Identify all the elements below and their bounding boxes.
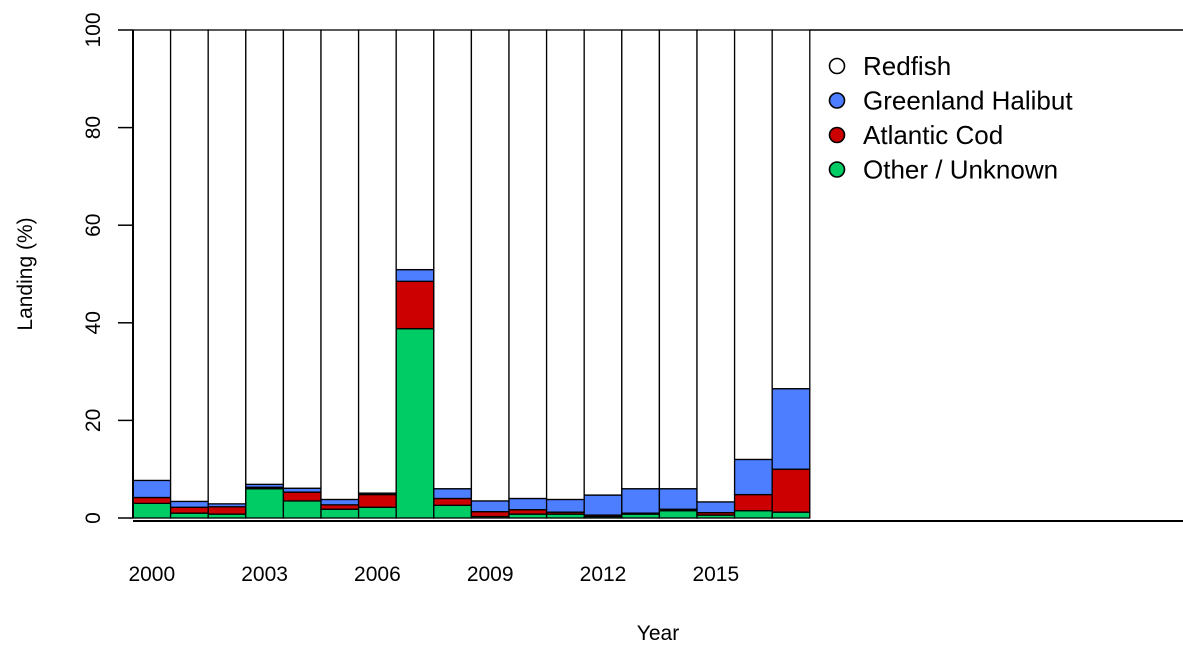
bar-segment-2016-redfish (733, 29, 773, 461)
y-tick-label: 100 (82, 12, 105, 47)
x-tick-label: 2003 (241, 563, 288, 586)
bar-segment-2005-greenland-halibut (320, 498, 360, 506)
bar-segment-2001-redfish (169, 29, 209, 503)
y-tick-label: 60 (82, 214, 105, 237)
bar-segment-2011-greenland-halibut (545, 498, 585, 513)
bar-segment-2016-other-unknown (733, 510, 773, 519)
y-tick-label: 20 (82, 409, 105, 432)
bar-segment-2001-other-unknown (169, 512, 209, 519)
bar-segment-2004-redfish (282, 29, 322, 489)
bar-segment-2010-greenland-halibut (508, 497, 548, 511)
legend-label: Atlantic Cod (863, 120, 1003, 150)
legend-label: Greenland Halibut (863, 86, 1073, 116)
bar-segment-2014-greenland-halibut (658, 488, 698, 510)
bar-segment-2006-atlantic-cod (357, 493, 397, 508)
bar-segment-2010-atlantic-cod (508, 509, 548, 515)
bar-segment-2008-other-unknown (433, 504, 473, 519)
bar-segment-2008-greenland-halibut (433, 488, 473, 500)
legend-swatch-other-unknown (828, 161, 846, 178)
bar-segment-2002-redfish (207, 29, 247, 505)
bar-segment-2014-redfish (658, 29, 698, 490)
y-tick-label: 0 (82, 512, 105, 524)
bar-segment-2015-redfish (696, 29, 736, 503)
bar-segment-2017-redfish (771, 29, 811, 390)
x-tick-label: 2012 (580, 563, 627, 586)
legend-label: Other / Unknown (863, 155, 1058, 185)
bar-segment-2000-atlantic-cod (132, 496, 172, 505)
bar-segment-2009-atlantic-cod (470, 511, 510, 518)
bar-segment-2014-other-unknown (658, 510, 698, 519)
bar-segment-2003-redfish (245, 29, 285, 485)
bar-segment-2004-other-unknown (282, 500, 322, 519)
bar-segment-2013-greenland-halibut (621, 488, 661, 514)
legend-swatch-atlantic-cod (828, 126, 846, 144)
bar-segment-2012-greenland-halibut (583, 494, 623, 516)
bar-segment-2000-greenland-halibut (132, 479, 172, 499)
bar-segment-2007-atlantic-cod (395, 280, 435, 330)
bar-segment-2016-greenland-halibut (733, 458, 773, 496)
bar-segment-2006-other-unknown (357, 506, 397, 519)
bar-segment-2017-other-unknown (771, 511, 811, 519)
bar-segment-2005-other-unknown (320, 508, 360, 519)
bar-segment-2017-atlantic-cod (771, 468, 811, 513)
bar-segment-2008-atlantic-cod (433, 497, 473, 506)
bar-segment-2013-redfish (621, 29, 661, 490)
legend: Redfish Greenland Halibut Atlantic Cod Othe… (828, 51, 1073, 185)
bar-segment-2008-redfish (433, 29, 473, 490)
bar-segment-2006-redfish (357, 29, 397, 494)
y-tick-label: 80 (82, 116, 105, 139)
bar-segment-2004-atlantic-cod (282, 491, 322, 502)
x-tick-labels: 2000 2003 2006 2009 2012 2015 (128, 563, 739, 586)
x-tick-label: 2000 (128, 563, 175, 586)
bar-segment-2007-other-unknown (395, 328, 435, 519)
y-ticks: 0 20 40 60 80 100 (82, 12, 133, 524)
y-tick-label: 40 (82, 311, 105, 334)
bar-segment-2009-redfish (470, 29, 510, 502)
bar-segment-2001-atlantic-cod (169, 506, 209, 514)
x-axis-title: Year (637, 622, 679, 645)
bar-segment-2012-redfish (583, 29, 623, 496)
bars-group (132, 29, 811, 519)
bar-segment-2002-atlantic-cod (207, 506, 247, 515)
legend-swatch-redfish (828, 57, 846, 75)
bar-segment-2011-redfish (545, 29, 585, 501)
bar-segment-2015-greenland-halibut (696, 501, 736, 514)
bar-segment-2001-greenland-halibut (169, 500, 209, 508)
x-tick-label: 2009 (467, 563, 514, 586)
bar-segment-2007-redfish (395, 29, 435, 271)
bar-segment-2010-redfish (508, 29, 548, 500)
bar-segment-2005-redfish (320, 29, 360, 501)
legend-swatch-greenland-halibut (828, 92, 846, 109)
x-tick-label: 2006 (354, 563, 401, 586)
bar-segment-2016-atlantic-cod (733, 493, 773, 512)
bar-segment-2009-greenland-halibut (470, 500, 510, 513)
bar-segment-2003-other-unknown (245, 488, 285, 519)
bar-segment-2000-redfish (132, 29, 172, 482)
y-axis-title: Landing (%) (14, 217, 37, 330)
bar-segment-2000-other-unknown (132, 502, 172, 519)
x-tick-label: 2015 (692, 563, 739, 586)
bar-segment-2017-greenland-halibut (771, 388, 811, 470)
legend-label: Redfish (863, 51, 951, 81)
bar-segment-2007-greenland-halibut (395, 268, 435, 282)
